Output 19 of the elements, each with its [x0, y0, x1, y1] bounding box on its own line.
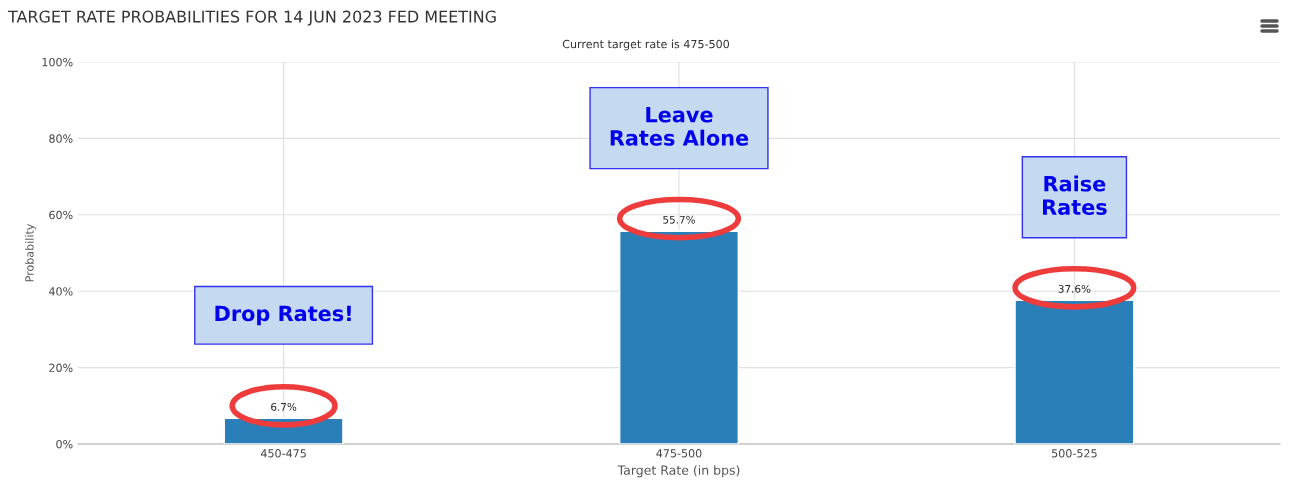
- y-tick-label: 100%: [42, 57, 73, 67]
- x-axis-title: Target Rate (in bps): [617, 465, 740, 478]
- data-label: 37.6%: [1058, 284, 1091, 293]
- y-axis-title: Probability: [25, 223, 36, 282]
- y-tick-label: 20%: [49, 363, 73, 372]
- y-tick-label: 80%: [49, 134, 73, 143]
- y-tick-label: 60%: [49, 210, 73, 220]
- annotation: Drop Rates!: [215, 305, 351, 326]
- x-tick-label: 500-525: [1052, 449, 1097, 458]
- data-label: 55.7%: [663, 215, 695, 224]
- data-label: 6.7%: [271, 402, 297, 411]
- annotation: Leave Rates Alone: [610, 106, 749, 146]
- y-tick-label: 40%: [48, 287, 73, 296]
- annotation: Raise Rates: [1043, 175, 1107, 215]
- chart-subtitle: Current target rate is 475-500: [562, 39, 730, 51]
- y-tick-label: 0%: [56, 439, 73, 449]
- x-tick-label: 475-500: [656, 449, 702, 458]
- chart-title: TARGET RATE PROBABILITIES FOR 14 JUN 2023 FED MEETING: [7, 10, 496, 26]
- x-tick-label: 450-475: [260, 449, 306, 458]
